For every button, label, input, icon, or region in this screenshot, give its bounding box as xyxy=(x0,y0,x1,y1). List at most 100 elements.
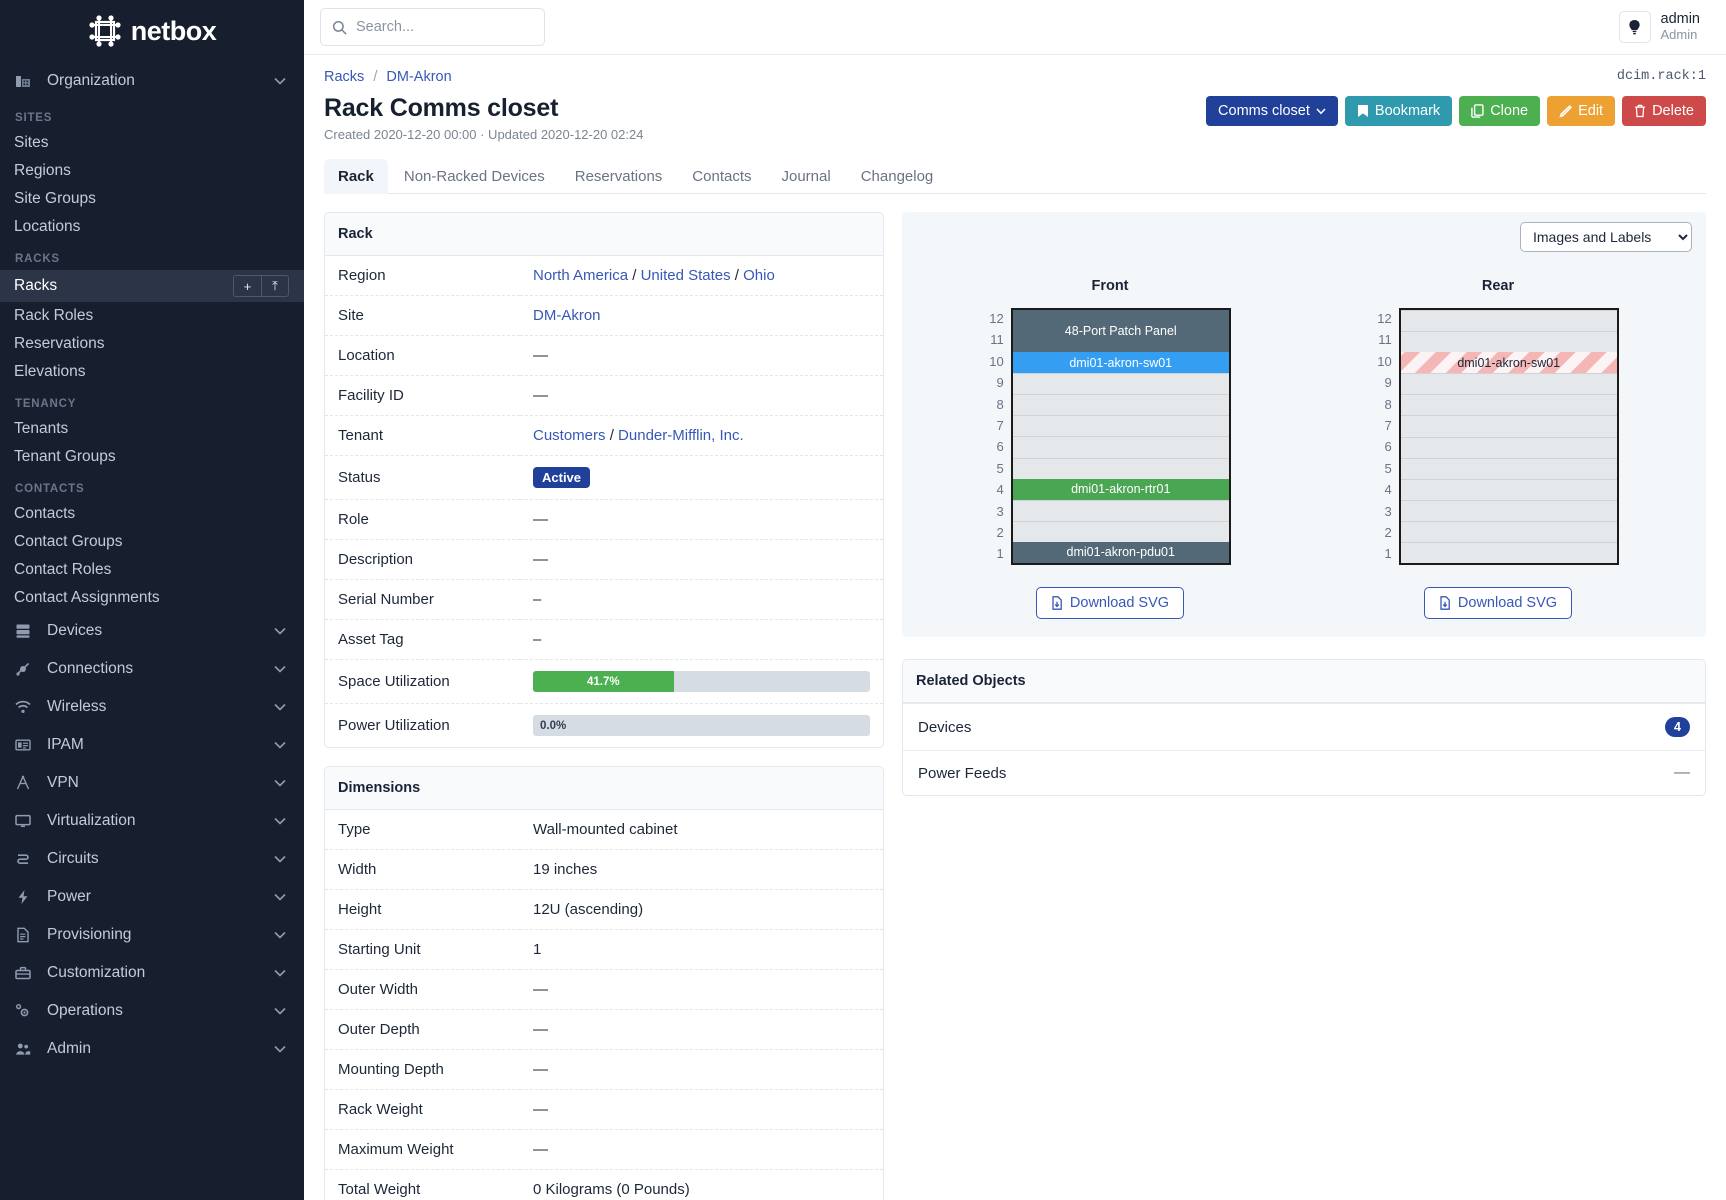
link-dm-akron[interactable]: DM-Akron xyxy=(533,307,601,324)
rack-unit-empty[interactable] xyxy=(1400,373,1617,395)
rack-unit-empty[interactable] xyxy=(1012,394,1229,416)
sidebar-item-contact-groups[interactable]: Contact Groups xyxy=(0,528,304,556)
link-separator: / xyxy=(628,267,641,284)
rack-unit-empty[interactable] xyxy=(1400,394,1617,416)
utilization-value: 0.0% xyxy=(540,719,567,732)
sidebar-item-sites[interactable]: Sites xyxy=(0,129,304,157)
status-badge: Active xyxy=(533,467,591,488)
elevation-title: Front xyxy=(1091,278,1129,294)
add-rack-button[interactable]: + xyxy=(233,275,261,297)
download-svg-button-rear[interactable]: Download SVG xyxy=(1423,587,1573,619)
rack-device[interactable]: dmi01-akron-rtr01 xyxy=(1012,478,1229,500)
rack-unit-empty[interactable] xyxy=(1012,457,1229,479)
sidebar-group-customization[interactable]: Customization xyxy=(0,954,304,992)
rack-unit-empty[interactable] xyxy=(1400,499,1617,521)
tab-reservations[interactable]: Reservations xyxy=(574,168,663,185)
toolbox-icon xyxy=(15,965,37,981)
rack-unit-empty[interactable] xyxy=(1012,436,1229,458)
link-north-america[interactable]: North America xyxy=(533,267,629,284)
rack-device[interactable]: dmi01-akron-sw01 xyxy=(1400,352,1617,374)
rack-unit-empty[interactable] xyxy=(1400,520,1617,542)
tab-rack[interactable]: Rack xyxy=(324,159,388,194)
sidebar-item-label: Contact Assignments xyxy=(14,589,160,606)
theme-toggle-icon[interactable] xyxy=(1618,11,1651,43)
sidebar-item-regions[interactable]: Regions xyxy=(0,157,304,185)
rack-group-dropdown-button[interactable]: Comms closet xyxy=(1206,96,1338,126)
row-value: — xyxy=(533,981,548,998)
link-customers[interactable]: Customers xyxy=(533,427,606,444)
row-label: Space Utilization xyxy=(338,673,450,690)
related-object-row[interactable]: Power Feeds — xyxy=(903,750,1705,795)
rack-unit-empty[interactable] xyxy=(1400,415,1617,437)
rack-device[interactable]: 48-Port Patch Panel xyxy=(1012,309,1229,353)
sidebar-item-rack-roles[interactable]: Rack Roles xyxy=(0,302,304,330)
rack-unit-empty[interactable] xyxy=(1400,478,1617,500)
sidebar-section-header: TENANCY xyxy=(15,398,77,410)
sidebar-item-elevations[interactable]: Elevations xyxy=(0,358,304,386)
breadcrumb-current[interactable]: DM-Akron xyxy=(386,69,452,85)
sidebar-item-contacts[interactable]: Contacts xyxy=(0,500,304,528)
user-menu[interactable]: admin Admin xyxy=(1618,11,1711,43)
rack-unit-empty[interactable] xyxy=(1400,310,1617,332)
sidebar-group-devices[interactable]: Devices xyxy=(0,612,304,650)
sidebar-group-vpn[interactable]: VPN xyxy=(0,764,304,802)
sidebar-group-label: VPN xyxy=(47,774,79,791)
sidebar-item-tenants[interactable]: Tenants xyxy=(0,415,304,443)
rack-unit-empty[interactable] xyxy=(1012,499,1229,521)
sidebar-item-reservations[interactable]: Reservations xyxy=(0,330,304,358)
sidebar-group-wireless[interactable]: Wireless xyxy=(0,688,304,726)
tab-changelog[interactable]: Changelog xyxy=(860,168,934,185)
rack-unit-empty[interactable] xyxy=(1400,436,1617,458)
row-value: — xyxy=(533,511,548,528)
image-label-select[interactable]: Images and LabelsImages onlyLabels only xyxy=(1520,222,1692,252)
row-label: Maximum Weight xyxy=(338,1141,454,1158)
sidebar-group-circuits[interactable]: Circuits xyxy=(0,840,304,878)
sidebar-item-racks[interactable]: Racks + ⤒ xyxy=(0,270,304,302)
sidebar-group-provisioning[interactable]: Provisioning xyxy=(0,916,304,954)
utilization-bar: 41.7% xyxy=(533,671,870,692)
search-input[interactable]: Search... xyxy=(320,8,545,46)
sidebar-item-tenant-groups[interactable]: Tenant Groups xyxy=(0,443,304,471)
sidebar-item-locations[interactable]: Locations xyxy=(0,213,304,241)
sidebar-group-admin[interactable]: Admin xyxy=(0,1030,304,1068)
related-object-row[interactable]: Devices 4 xyxy=(903,703,1705,750)
sidebar-item-contact-assignments[interactable]: Contact Assignments xyxy=(0,584,304,612)
brand-logo-area[interactable]: netbox xyxy=(0,0,304,62)
sidebar-item-site-groups[interactable]: Site Groups xyxy=(0,185,304,213)
rack-unit-empty[interactable] xyxy=(1400,457,1617,479)
sidebar-group-operations[interactable]: Operations xyxy=(0,992,304,1030)
rack-unit-empty[interactable] xyxy=(1400,541,1617,563)
rack-unit-empty[interactable] xyxy=(1012,520,1229,542)
clone-button[interactable]: Clone xyxy=(1459,96,1541,126)
sidebar-group-connections[interactable]: Connections xyxy=(0,650,304,688)
rack-unit-empty[interactable] xyxy=(1400,331,1617,353)
row-value: 1 xyxy=(533,941,542,958)
sidebar-group-virtualization[interactable]: Virtualization xyxy=(0,802,304,840)
left-column: Rack Region North America / United States… xyxy=(324,212,884,1200)
download-svg-button-front[interactable]: Download SVG xyxy=(1035,587,1185,619)
link-united-states[interactable]: United States xyxy=(640,267,731,284)
right-column: Images and LabelsImages onlyLabels only … xyxy=(902,212,1706,796)
tab-non-racked-devices[interactable]: Non-Racked Devices xyxy=(403,168,545,185)
rack-device[interactable]: dmi01-akron-pdu01 xyxy=(1012,541,1229,563)
rack-device[interactable]: dmi01-akron-sw01 xyxy=(1012,352,1229,374)
sidebar-group-ipam[interactable]: IPAM xyxy=(0,726,304,764)
search-placeholder: Search... xyxy=(356,19,415,35)
chevron-down-icon xyxy=(274,741,286,749)
sidebar-group-organization[interactable]: Organization xyxy=(0,62,304,100)
sidebar-group-power[interactable]: Power xyxy=(0,878,304,916)
edit-button[interactable]: Edit xyxy=(1547,96,1616,126)
rack-unit-empty[interactable] xyxy=(1012,415,1229,437)
row-value: – xyxy=(533,591,542,608)
link-dunder-mifflin-inc[interactable]: Dunder-Mifflin, Inc. xyxy=(618,427,744,444)
tab-journal[interactable]: Journal xyxy=(781,168,831,185)
link-ohio[interactable]: Ohio xyxy=(743,267,775,284)
sidebar-item-label: Regions xyxy=(14,162,71,179)
sidebar-item-contact-roles[interactable]: Contact Roles xyxy=(0,556,304,584)
tab-contacts[interactable]: Contacts xyxy=(692,168,752,185)
bookmark-button[interactable]: Bookmark xyxy=(1344,96,1453,126)
delete-button[interactable]: Delete xyxy=(1622,96,1706,126)
rack-unit-empty[interactable] xyxy=(1012,373,1229,395)
import-racks-button[interactable]: ⤒ xyxy=(261,275,289,297)
breadcrumb-parent[interactable]: Racks xyxy=(324,69,365,85)
